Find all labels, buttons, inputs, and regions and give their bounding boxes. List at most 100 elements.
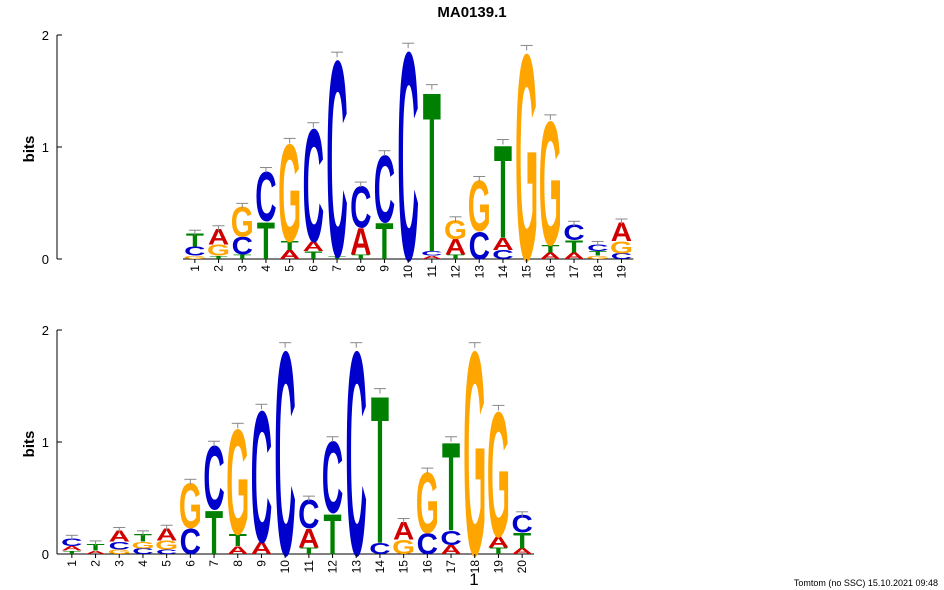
- position-label: 14: [496, 265, 510, 279]
- logo-letter-c: C: [61, 536, 82, 548]
- logo-letter-a: A: [251, 539, 272, 558]
- logo-letter-c: C: [298, 492, 319, 538]
- logo-letter-c: C: [326, 4, 347, 316]
- logo-letter-t: T: [447, 253, 465, 260]
- position-label: 15: [520, 265, 534, 279]
- logo-letter-c: C: [469, 225, 490, 268]
- logo-letter-t: T: [186, 231, 204, 251]
- logo-letter-t: T: [87, 542, 106, 553]
- position-label: 2: [89, 560, 103, 567]
- position-label: 12: [449, 265, 463, 279]
- logo-letter-t: T: [589, 250, 607, 257]
- logo-letter-a: A: [421, 255, 442, 260]
- logo-letter-a: A: [540, 250, 562, 261]
- logo-letter-c: C: [303, 95, 324, 276]
- logo-letter-a: A: [611, 217, 632, 246]
- position-label: 6: [183, 560, 197, 567]
- logo-letter-t: T: [304, 249, 323, 261]
- position-label: 10: [401, 265, 415, 279]
- position-label: 15: [397, 560, 411, 574]
- logo-letter-t: T: [513, 528, 531, 553]
- y-tick-label: 1: [42, 140, 49, 155]
- position-label: 19: [491, 560, 505, 574]
- figure-title: MA0139.1: [437, 4, 506, 21]
- logo-letter-t: T: [134, 532, 153, 544]
- logo-letter-c: C: [180, 521, 201, 561]
- logo-letter-t: T: [324, 501, 342, 566]
- logo-letter-c: C: [322, 420, 343, 534]
- position-label: 8: [354, 265, 368, 272]
- logo-letter-t: T: [205, 499, 223, 568]
- position-label: 9: [254, 560, 268, 567]
- position-label: 19: [614, 265, 628, 279]
- logo-letter-c: C: [274, 291, 295, 590]
- logo-letter-c: C: [251, 373, 272, 583]
- position-label: 20: [515, 560, 529, 574]
- position-label: 2: [212, 265, 226, 272]
- logo-letter-g: G: [610, 238, 633, 257]
- y-tick-label: 0: [42, 547, 49, 562]
- logo-letter-a: A: [445, 234, 467, 259]
- position-label: 17: [567, 265, 581, 279]
- logo-letter-t: T: [229, 531, 247, 550]
- logo-letter-g: G: [463, 291, 486, 590]
- logo-letter-g: G: [278, 117, 301, 272]
- logo-letter-a: A: [298, 524, 319, 553]
- logo-letter-a: A: [492, 235, 513, 254]
- logo-letter-t: T: [371, 352, 389, 587]
- position-label: 5: [160, 560, 174, 567]
- logo-letter-c: C: [492, 247, 513, 261]
- logo-letter-g: G: [487, 376, 510, 576]
- logo-letter-a: A: [393, 517, 415, 545]
- position-label: 16: [543, 265, 557, 279]
- logo-letter-a: A: [303, 238, 325, 254]
- position-label: 3: [112, 560, 126, 567]
- logo-letter-a: A: [109, 528, 130, 545]
- logo-letter-c: C: [132, 547, 154, 556]
- position-label: 9: [377, 265, 391, 272]
- logo-letter-c: C: [184, 244, 205, 258]
- alignment-offset-label: 1: [469, 570, 478, 589]
- logo-letter-c: C: [611, 252, 633, 261]
- logo-letter-g: G: [179, 470, 202, 542]
- logo-letter-t: T: [489, 545, 508, 556]
- y-axis-label: bits: [21, 136, 38, 163]
- logo-letter-g: G: [416, 455, 439, 551]
- position-label: 6: [306, 265, 320, 272]
- position-label: 1: [65, 560, 79, 567]
- logo-letter-c: C: [350, 174, 371, 240]
- logo-letter-t: T: [442, 418, 460, 558]
- position-label: 5: [283, 265, 297, 272]
- logo-letter-c: C: [255, 158, 276, 236]
- logo-letter-g: G: [515, 0, 538, 322]
- logo-letter-c: C: [374, 136, 395, 243]
- logo-letter-a: A: [156, 526, 177, 545]
- logo-letter-t: T: [565, 237, 583, 256]
- position-label: 18: [591, 265, 605, 279]
- y-tick-label: 0: [42, 252, 49, 267]
- logo-letter-c: C: [397, 0, 418, 322]
- logo-letter-a: A: [440, 542, 461, 556]
- position-label: 8: [231, 560, 245, 567]
- logo-letter-t: T: [257, 212, 275, 271]
- logo-letter-t: T: [541, 242, 560, 254]
- logo-letter-g: G: [183, 255, 206, 260]
- logo-letter-g: G: [468, 166, 491, 247]
- footer-stamp: Tomtom (no SSC) 15.10.2021 09:48: [794, 578, 938, 588]
- position-label: 7: [207, 560, 221, 567]
- logo-letter-a: A: [563, 250, 585, 261]
- position-label: 11: [425, 265, 439, 278]
- logo-letter-a: A: [61, 545, 82, 552]
- position-label: 3: [235, 265, 249, 272]
- logo-letter-t: T: [494, 119, 512, 267]
- logo-letter-c: C: [109, 540, 130, 552]
- position-label: 7: [330, 265, 344, 272]
- position-label: 14: [373, 560, 387, 574]
- position-label: 17: [444, 560, 458, 574]
- logo-letter-c: C: [156, 548, 177, 555]
- position-label: 18: [468, 560, 482, 574]
- logo-letter-g: G: [539, 84, 562, 282]
- logo-letter-c: C: [369, 541, 390, 558]
